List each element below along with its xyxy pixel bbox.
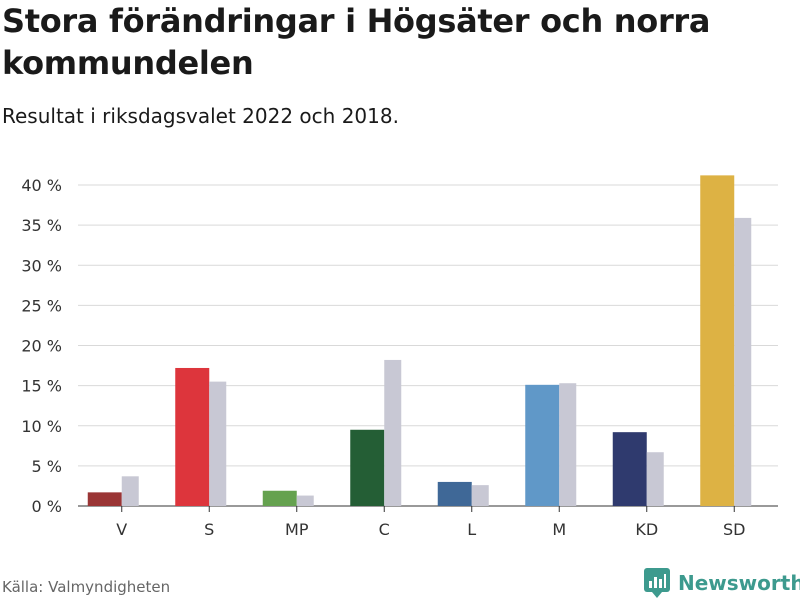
x-tick-label: V xyxy=(116,520,127,539)
bar-2018-l xyxy=(471,485,489,506)
x-tick-label: C xyxy=(379,520,390,539)
x-tick-label: SD xyxy=(723,520,745,539)
y-tick-label: 5 % xyxy=(32,457,62,476)
bar-2022-l xyxy=(437,481,472,506)
bar-2018-s xyxy=(209,381,227,506)
y-tick-label: 0 % xyxy=(32,497,62,516)
bar-chart: 0 % 5 % 10 % 15 % 20 % 25 % 30 % 35 % 40 % V S MP C L… xyxy=(21,175,778,539)
x-tick-label: KD xyxy=(635,520,658,539)
bar-2018-kd xyxy=(646,452,664,506)
bar-2022-sd xyxy=(700,175,735,506)
x-tick-label: MP xyxy=(285,520,309,539)
y-tick-label: 15 % xyxy=(21,377,62,396)
brand-name: Newsworthy xyxy=(678,571,800,595)
bar-2022-kd xyxy=(612,432,647,506)
bar-2018-m xyxy=(559,383,577,506)
chart-subtitle: Resultat i riksdagsvalet 2022 och 2018. xyxy=(2,104,399,128)
chart-title: Stora förändringar i Högsäter och norra … xyxy=(2,2,711,82)
newsworthy-logo-icon xyxy=(644,568,670,598)
x-tick-label: L xyxy=(467,520,476,539)
bar-2022-mp xyxy=(262,490,297,506)
y-tick-label: 20 % xyxy=(21,337,62,356)
y-tick-label: 35 % xyxy=(21,216,62,235)
bar-2018-c xyxy=(384,359,402,506)
source-note: Källa: Valmyndigheten xyxy=(2,578,171,596)
x-tick-label: M xyxy=(552,520,566,539)
bar-2018-mp xyxy=(296,495,314,506)
y-tick-label: 40 % xyxy=(21,176,62,195)
bar-2022-v xyxy=(87,492,122,506)
y-tick-label: 30 % xyxy=(21,256,62,275)
bar-2022-m xyxy=(525,384,560,506)
brand-logo: Newsworthy xyxy=(644,568,800,598)
y-tick-label: 25 % xyxy=(21,296,62,315)
bar-2018-sd xyxy=(734,217,752,506)
bar-2018-v xyxy=(121,476,139,506)
bar-2022-c xyxy=(350,429,385,506)
bar-2022-s xyxy=(175,367,210,506)
y-tick-label: 10 % xyxy=(21,417,62,436)
x-tick-label: S xyxy=(204,520,214,539)
